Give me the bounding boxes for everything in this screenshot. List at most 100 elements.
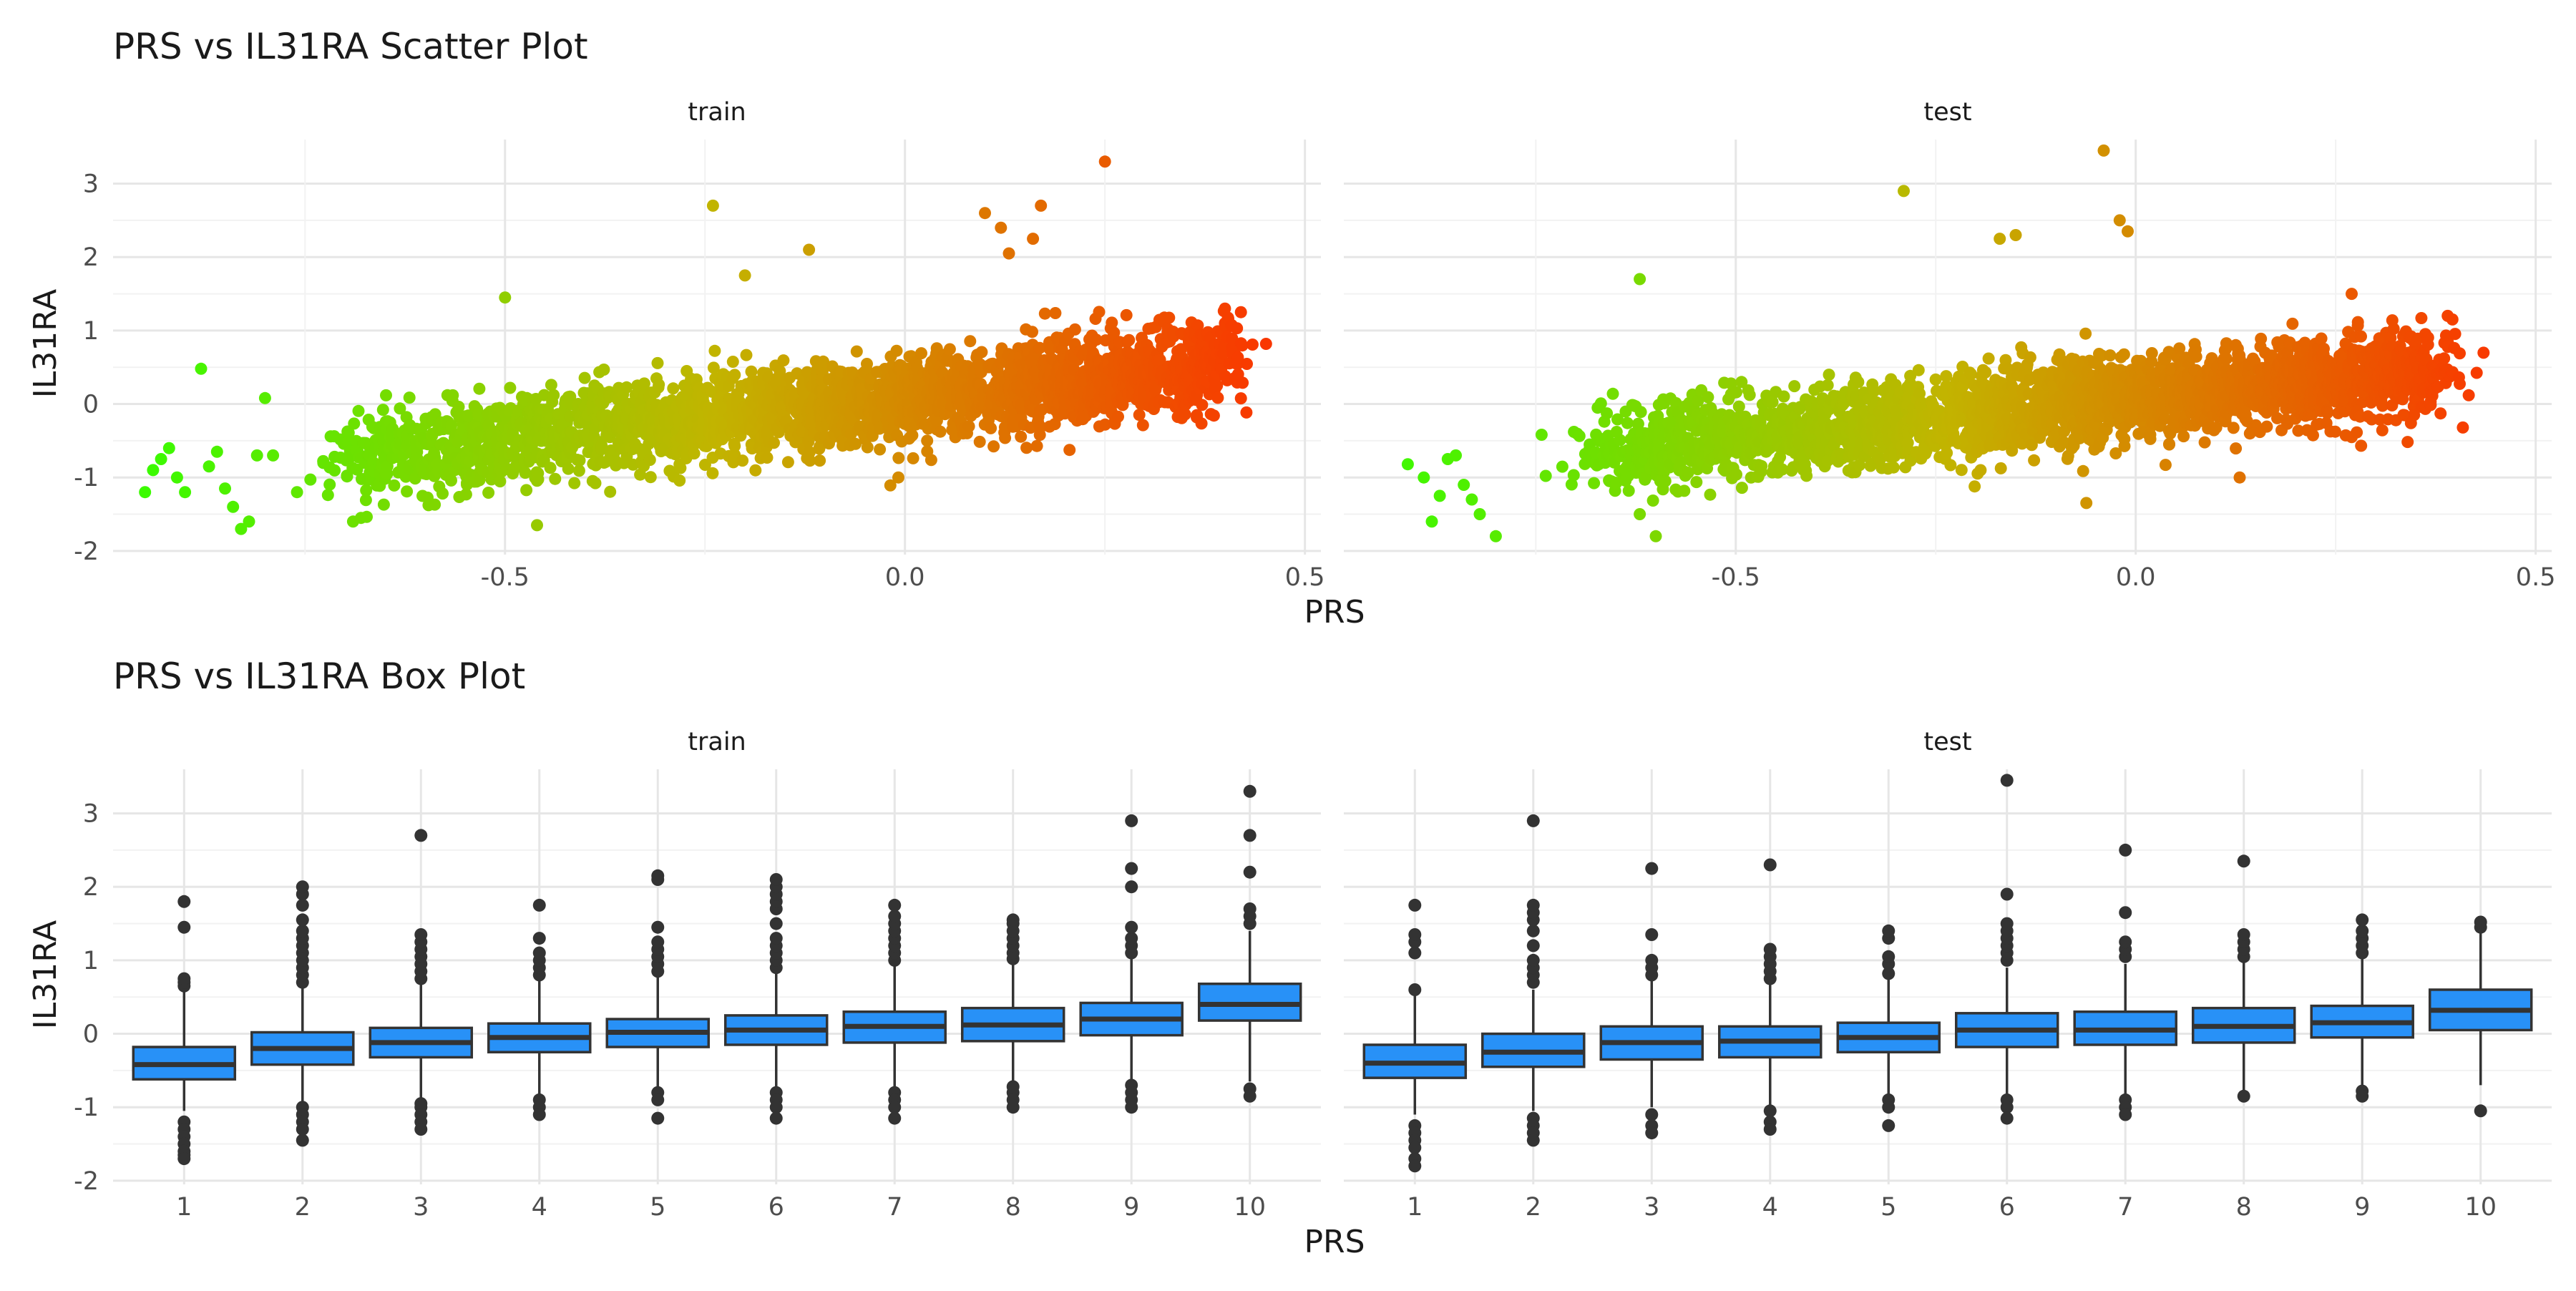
scatter-test-point — [1744, 389, 1756, 401]
scatter-test-point — [2010, 229, 2022, 241]
scatter-test-point — [1736, 482, 1748, 494]
scatter-test-point — [1418, 472, 1430, 484]
scatter-train-point — [1121, 309, 1133, 321]
scatter-train-point — [944, 344, 956, 356]
scatter-train-point — [499, 291, 511, 303]
scatter-train-point — [979, 207, 991, 219]
scatter-test-point — [1930, 374, 1942, 386]
scatter-test-point — [1474, 508, 1486, 520]
scatter-test-point — [2163, 438, 2175, 450]
scatter-train-point — [1112, 411, 1124, 423]
scatter-train-point — [401, 485, 413, 497]
scatter-test-point — [1458, 479, 1470, 491]
scatter-test-point — [2190, 351, 2202, 363]
scatter-test-point — [2119, 440, 2131, 452]
scatter-train-point — [995, 222, 1007, 234]
scatter-train-point — [1240, 406, 1252, 419]
scatter-test-point — [2234, 472, 2246, 484]
scatter-train-point — [741, 349, 753, 361]
scatter-train-point — [323, 479, 336, 491]
scatter-train-point — [436, 487, 449, 500]
scatter-train-point — [304, 474, 316, 486]
scatter-train-point — [445, 474, 457, 487]
scatter-test-point — [1994, 233, 2006, 245]
scatter-test-point — [2318, 343, 2330, 355]
scatter-test-point — [1635, 406, 1647, 418]
scatter-test-point — [1659, 475, 1672, 487]
scatter-test-point — [1621, 417, 1634, 429]
scatter-train-point — [736, 454, 748, 467]
scatter-train-point — [667, 382, 679, 394]
scatter-train-point — [545, 462, 557, 474]
scatter-test-point — [1634, 508, 1646, 520]
scatter-train-point — [892, 472, 904, 484]
scatter-train-point — [1063, 444, 1075, 456]
scatter-test-point — [1634, 273, 1646, 286]
scatter-test-point — [1536, 429, 1548, 441]
scatter-train-point — [706, 467, 718, 479]
scatter-train-point — [645, 471, 657, 483]
scatter-test-point — [1623, 484, 1635, 497]
scatter-test-point — [2145, 433, 2157, 445]
scatter-test-point — [1465, 494, 1478, 506]
scatter-train-point — [1196, 399, 1208, 411]
scatter-train-point — [891, 345, 903, 357]
scatter-train-point — [1069, 323, 1081, 336]
scatter-train-point — [377, 404, 389, 416]
scatter-test-point — [1956, 464, 1968, 476]
scatter-test-point — [1788, 380, 1800, 392]
scatter-test-point — [2077, 465, 2089, 477]
scatter-train-point — [447, 389, 459, 401]
scatter-test-point — [1588, 477, 1600, 489]
scatter-train-point — [1049, 307, 1061, 319]
scatter-train-point — [814, 454, 826, 467]
scatter-test-point — [1965, 368, 1977, 380]
scatter-test-point — [1690, 476, 1702, 488]
scatter-test-point — [1983, 353, 1995, 365]
scatter-train-point — [163, 442, 175, 454]
scatter-train-point — [267, 449, 279, 462]
scatter-train-point — [963, 420, 975, 432]
scatter-train-point — [777, 354, 789, 366]
scatter-test-point — [1614, 434, 1626, 447]
scatter-train-point — [473, 383, 485, 395]
scatter-test-point — [1730, 469, 1742, 481]
scatter-test-point — [2118, 349, 2130, 361]
scatter-train-point — [348, 417, 360, 429]
scatter-train-point — [155, 453, 167, 465]
scatter-train-point — [1236, 376, 1249, 389]
scatter-test-point — [2104, 349, 2116, 361]
scatter-test-point — [2316, 333, 2328, 345]
scatter-train-point — [1123, 334, 1135, 346]
scatter-train-x-tick-label: -0.5 — [481, 563, 530, 592]
scatter-train-point — [322, 489, 334, 501]
scatter-test-point — [2098, 145, 2110, 157]
scatter-test-point — [1678, 484, 1690, 497]
scatter-train-point — [353, 405, 365, 417]
scatter-train-point — [1246, 338, 1259, 351]
scatter-train-point — [211, 446, 223, 458]
scatter-train-point — [291, 486, 303, 498]
scatter-test-point — [1800, 469, 1813, 482]
scatter-train-point — [892, 452, 904, 464]
scatter-test-point — [2228, 422, 2240, 434]
scatter-train-point — [219, 482, 231, 495]
scatter-train-point — [761, 452, 774, 464]
scatter-test-point — [2230, 442, 2242, 454]
scatter-test-point — [1650, 530, 1662, 542]
scatter-train-point — [1235, 392, 1247, 404]
scatter-test-point — [1888, 462, 1900, 474]
scatter-train-point — [935, 426, 947, 438]
scatter-train-point — [171, 472, 183, 484]
scatter-train-point — [531, 519, 543, 531]
scatter-train-point — [728, 369, 741, 381]
scatter-train-point — [1035, 200, 1047, 212]
scatter-train-point — [925, 454, 937, 466]
scatter-y-axis-title: IL31RA — [27, 289, 64, 398]
scatter-train-point — [708, 345, 721, 357]
scatter-train-point — [1241, 358, 1253, 370]
scatter-test-point — [1704, 489, 1717, 501]
scatter-test-point — [1995, 462, 2007, 474]
scatter-test-point — [1434, 489, 1446, 502]
scatter-train-point — [1003, 248, 1015, 260]
